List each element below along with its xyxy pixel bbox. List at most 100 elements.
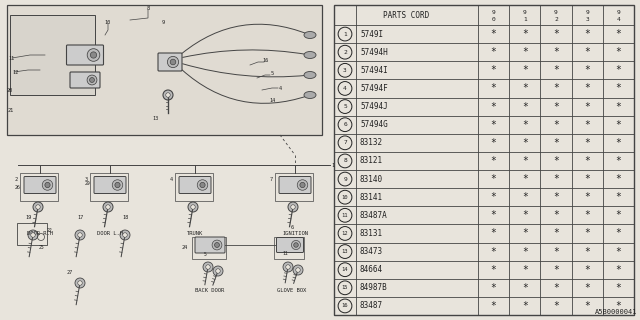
Bar xyxy=(175,173,213,201)
Text: 18: 18 xyxy=(122,214,128,220)
Circle shape xyxy=(31,233,35,237)
Text: *: * xyxy=(553,192,559,202)
Circle shape xyxy=(42,180,52,190)
Circle shape xyxy=(191,205,195,209)
Text: 9: 9 xyxy=(343,177,347,181)
Text: 1: 1 xyxy=(343,32,347,36)
Text: *: * xyxy=(491,210,497,220)
Text: *: * xyxy=(491,228,497,238)
Text: *: * xyxy=(584,228,590,238)
Circle shape xyxy=(291,240,301,250)
Text: *: * xyxy=(553,47,559,57)
Text: *: * xyxy=(584,101,590,112)
Text: *: * xyxy=(553,283,559,293)
Text: *: * xyxy=(584,192,590,202)
FancyBboxPatch shape xyxy=(179,177,211,194)
Ellipse shape xyxy=(304,52,316,59)
Circle shape xyxy=(36,205,40,209)
Text: 9: 9 xyxy=(554,10,558,14)
Bar xyxy=(334,5,634,315)
Text: 3: 3 xyxy=(586,17,589,21)
Text: 83131: 83131 xyxy=(360,229,383,238)
Text: *: * xyxy=(584,156,590,166)
Text: *: * xyxy=(553,265,559,275)
Circle shape xyxy=(77,281,83,285)
Text: 2: 2 xyxy=(554,17,558,21)
Text: 83121: 83121 xyxy=(360,156,383,165)
Text: *: * xyxy=(522,101,528,112)
FancyBboxPatch shape xyxy=(70,72,100,88)
Text: 9: 9 xyxy=(161,20,164,25)
Text: 84664: 84664 xyxy=(360,265,383,274)
Text: 5: 5 xyxy=(271,70,273,76)
Text: *: * xyxy=(616,247,621,257)
Circle shape xyxy=(103,202,113,212)
Circle shape xyxy=(203,262,213,272)
Text: DOOR L.H: DOOR L.H xyxy=(97,230,123,236)
Text: *: * xyxy=(522,47,528,57)
Circle shape xyxy=(205,265,211,269)
FancyBboxPatch shape xyxy=(94,177,126,194)
Text: *: * xyxy=(584,283,590,293)
Text: 14: 14 xyxy=(342,267,348,272)
Text: 9: 9 xyxy=(616,10,620,14)
Text: *: * xyxy=(553,84,559,93)
Text: 12: 12 xyxy=(342,231,348,236)
Text: 11: 11 xyxy=(282,251,288,255)
Text: *: * xyxy=(553,247,559,257)
Text: A5B0000041: A5B0000041 xyxy=(595,309,637,315)
Circle shape xyxy=(123,233,127,237)
Text: *: * xyxy=(584,47,590,57)
Text: *: * xyxy=(491,192,497,202)
Text: *: * xyxy=(616,84,621,93)
Text: *: * xyxy=(584,247,590,257)
Text: 1: 1 xyxy=(523,17,527,21)
Circle shape xyxy=(33,202,43,212)
Text: 84987B: 84987B xyxy=(360,283,388,292)
Text: *: * xyxy=(491,84,497,93)
Text: 13: 13 xyxy=(342,249,348,254)
Text: 24: 24 xyxy=(182,244,188,250)
Text: *: * xyxy=(584,210,590,220)
Text: 13: 13 xyxy=(152,116,158,121)
Text: 4: 4 xyxy=(278,85,282,91)
Text: GLOVE BOX: GLOVE BOX xyxy=(277,287,307,292)
Text: *: * xyxy=(584,301,590,311)
Text: 22: 22 xyxy=(47,228,52,233)
Text: *: * xyxy=(584,138,590,148)
Text: 10: 10 xyxy=(104,20,110,25)
Text: DOOR R.H: DOOR R.H xyxy=(27,230,53,236)
Circle shape xyxy=(87,49,100,61)
Circle shape xyxy=(90,77,95,83)
Circle shape xyxy=(166,93,170,97)
Text: *: * xyxy=(616,47,621,57)
Ellipse shape xyxy=(304,31,316,38)
Text: *: * xyxy=(491,47,497,57)
Text: 12: 12 xyxy=(12,69,18,75)
Text: *: * xyxy=(616,210,621,220)
Text: 16: 16 xyxy=(262,58,268,62)
Text: 15: 15 xyxy=(342,285,348,290)
Text: *: * xyxy=(553,65,559,75)
Text: 4: 4 xyxy=(170,177,173,181)
Text: *: * xyxy=(553,210,559,220)
Text: *: * xyxy=(522,84,528,93)
Text: *: * xyxy=(553,101,559,112)
FancyBboxPatch shape xyxy=(67,45,104,65)
Text: 83132: 83132 xyxy=(360,138,383,147)
Text: *: * xyxy=(616,120,621,130)
Text: 83141: 83141 xyxy=(360,193,383,202)
Circle shape xyxy=(106,205,110,209)
Text: 14: 14 xyxy=(269,98,275,102)
Circle shape xyxy=(212,240,222,250)
Text: 25: 25 xyxy=(39,244,45,250)
Text: *: * xyxy=(491,29,497,39)
Text: *: * xyxy=(616,192,621,202)
Text: 57494G: 57494G xyxy=(360,120,388,129)
Text: *: * xyxy=(522,29,528,39)
Text: *: * xyxy=(616,228,621,238)
Circle shape xyxy=(77,233,83,237)
Text: *: * xyxy=(553,174,559,184)
Circle shape xyxy=(170,59,176,65)
FancyBboxPatch shape xyxy=(279,177,311,194)
